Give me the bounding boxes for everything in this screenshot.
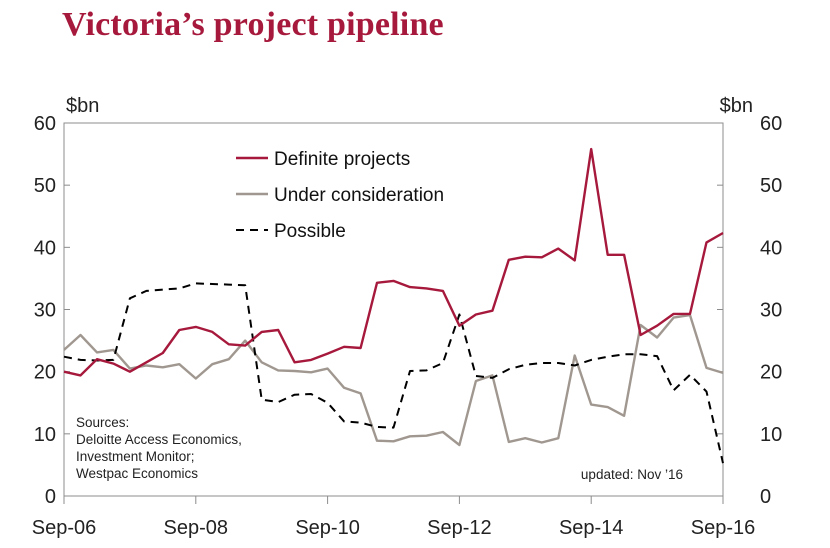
x-tick-label: Sep-10: [295, 517, 360, 539]
series-line-possible: [63, 282, 724, 464]
sources-line: Deloitte Access Economics,: [76, 432, 242, 447]
y-tick-label-right: 20: [760, 362, 782, 384]
series-line-definite-projects: [63, 147, 724, 377]
sources-line: Westpac Economics: [76, 466, 198, 481]
x-tick-label: Sep-12: [427, 517, 492, 539]
updated-note: updated: Nov ’16: [581, 467, 683, 482]
y-tick-label-right: 10: [760, 424, 782, 446]
legend-label: Possible: [274, 221, 346, 242]
y-tick-label-left: 0: [45, 486, 56, 508]
series-line-under-consideration: [63, 313, 724, 447]
chart-series: [63, 147, 724, 464]
y-tick-label-left: 30: [34, 300, 56, 322]
y-tick-label-left: 50: [34, 175, 56, 197]
chart-notes: Sources: Deloitte Access Economics, Invest…: [76, 415, 683, 482]
y-tick-label-left: 10: [34, 424, 56, 446]
y-axis-unit-right: $bn: [720, 95, 753, 117]
y-axis-unit-left: $bn: [66, 95, 99, 117]
y-tick-label-right: 30: [760, 300, 782, 322]
legend-label: Under consideration: [274, 185, 444, 206]
chart-axes: 0 0 10 10 20 20 30 30 40 40 50 50 60 60 Sep-06 Sep-08 Se…: [32, 95, 783, 539]
page-title: Victoria’s project pipeline: [62, 6, 444, 43]
x-tick-label: Sep-14: [559, 517, 624, 539]
sources-line: Investment Monitor;: [76, 449, 195, 464]
x-tick-label: Sep-06: [32, 517, 97, 539]
y-tick-label-right: 0: [760, 486, 771, 508]
sources-heading: Sources:: [76, 415, 129, 430]
x-tick-label: Sep-08: [164, 517, 229, 539]
y-tick-label-right: 40: [760, 237, 782, 259]
y-tick-label-left: 20: [34, 362, 56, 384]
legend-label: Definite projects: [274, 149, 410, 170]
x-tick-label: Sep-16: [691, 517, 756, 539]
chart-legend: Definite projects Under consideration Poss…: [236, 149, 444, 242]
y-tick-label-right: 60: [760, 113, 782, 135]
y-tick-label-right: 50: [760, 175, 782, 197]
y-tick-label-left: 60: [34, 113, 56, 135]
y-tick-label-left: 40: [34, 237, 56, 259]
